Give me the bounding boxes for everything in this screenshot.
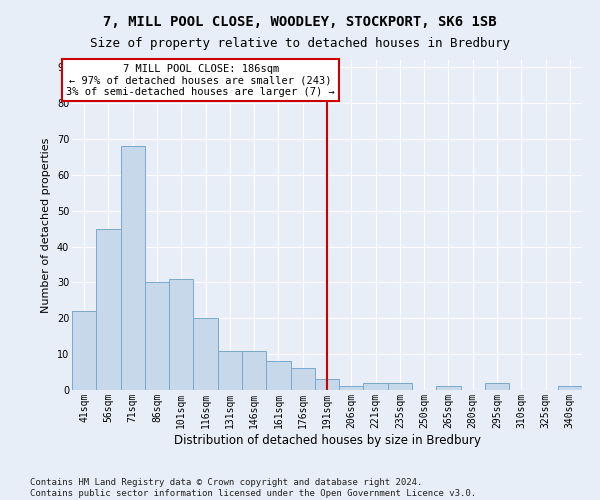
- Bar: [72, 311, 96, 390]
- Text: 7, MILL POOL CLOSE, WOODLEY, STOCKPORT, SK6 1SB: 7, MILL POOL CLOSE, WOODLEY, STOCKPORT, …: [103, 15, 497, 29]
- Text: 7 MILL POOL CLOSE: 186sqm
← 97% of detached houses are smaller (243)
3% of semi-: 7 MILL POOL CLOSE: 186sqm ← 97% of detac…: [67, 64, 335, 97]
- Bar: [388, 383, 412, 390]
- Bar: [485, 383, 509, 390]
- Bar: [242, 350, 266, 390]
- Text: Size of property relative to detached houses in Bredbury: Size of property relative to detached ho…: [90, 38, 510, 51]
- Text: Contains HM Land Registry data © Crown copyright and database right 2024.
Contai: Contains HM Land Registry data © Crown c…: [30, 478, 476, 498]
- Bar: [266, 362, 290, 390]
- Y-axis label: Number of detached properties: Number of detached properties: [41, 138, 51, 312]
- Bar: [436, 386, 461, 390]
- Bar: [121, 146, 145, 390]
- Bar: [364, 383, 388, 390]
- Bar: [218, 350, 242, 390]
- Bar: [339, 386, 364, 390]
- Bar: [193, 318, 218, 390]
- Bar: [290, 368, 315, 390]
- X-axis label: Distribution of detached houses by size in Bredbury: Distribution of detached houses by size …: [173, 434, 481, 446]
- Bar: [145, 282, 169, 390]
- Bar: [315, 379, 339, 390]
- Bar: [169, 279, 193, 390]
- Bar: [96, 228, 121, 390]
- Bar: [558, 386, 582, 390]
